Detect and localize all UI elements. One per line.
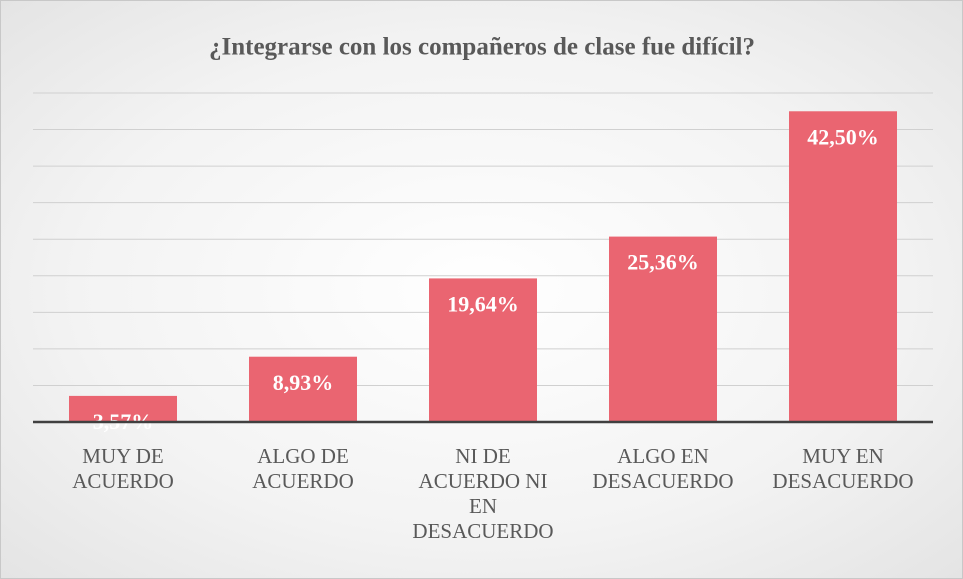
bar [69,395,177,422]
x-tick-label: MUY DE ACUERDO [72,444,174,493]
bar [789,111,897,423]
bar [609,236,717,422]
chart-title: ¿Integrarse con los compañeros de clase … [209,34,755,61]
data-label: 8,93% [273,370,334,395]
x-tick-label: ALGO DE ACUERDO [252,444,354,493]
x-tick-label: ALGO EN DESACUERDO [592,444,734,493]
data-label: 42,50% [807,124,879,149]
x-tick-label: NI DE ACUERDO NI EN DESACUERDO [412,444,554,543]
data-label: 25,36% [627,250,699,275]
data-label: 19,64% [447,291,519,316]
bar [429,278,537,422]
bar [249,356,357,422]
x-tick-label: MUY EN DESACUERDO [772,444,914,493]
